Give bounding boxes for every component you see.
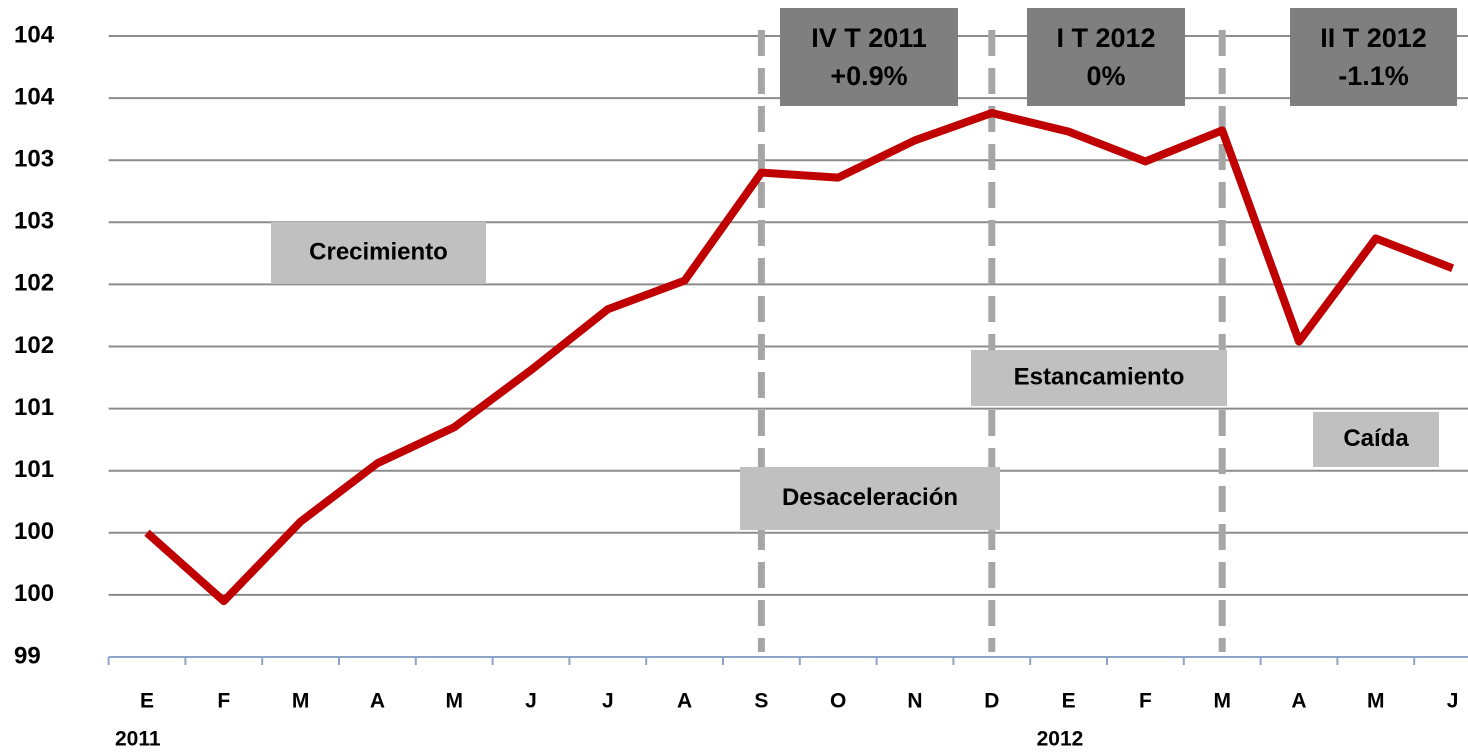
x-tick-label: D (984, 690, 999, 713)
data-line (144, 109, 1455, 606)
phase-box (1313, 412, 1439, 467)
quarter-period: IV T 2011 (811, 23, 927, 53)
x-tick-label: A (370, 690, 385, 713)
y-tick-label: 104 (14, 83, 55, 110)
y-tick-label: 103 (14, 208, 54, 235)
year-label: 2012 (1037, 728, 1084, 751)
y-tick-label: 101 (14, 456, 54, 483)
x-tick-label: S (754, 690, 768, 713)
x-tick-label: E (1062, 690, 1076, 713)
x-tick-label: O (830, 690, 846, 713)
quarter-box (1027, 8, 1185, 106)
quarter-box (780, 8, 958, 106)
y-tick-label: 104 (14, 21, 55, 48)
x-tick-label: A (677, 690, 692, 713)
x-tick-label: M (445, 690, 463, 713)
y-tick-label: 100 (14, 580, 54, 607)
phase-box (740, 467, 1000, 530)
quarter-period: II T 2012 (1320, 23, 1427, 53)
quarter-period: I T 2012 (1056, 23, 1155, 53)
x-tick-label: M (1213, 690, 1231, 713)
quarter-change: -1.1% (1338, 61, 1409, 91)
x-tick-label: F (1139, 690, 1152, 713)
quarter-change: +0.9% (830, 61, 907, 91)
year-label: 2011 (115, 728, 161, 751)
y-tick-label: 99 (14, 642, 41, 669)
x-tick-label: M (1367, 690, 1385, 713)
x-tick-label: M (292, 690, 310, 713)
x-tick-label: J (1447, 690, 1459, 713)
y-tick-label: 101 (14, 394, 54, 421)
phase-label: Estancamiento (1014, 363, 1185, 390)
x-tick-label: A (1291, 690, 1306, 713)
y-tick-label: 103 (14, 146, 54, 173)
phase-box (971, 350, 1227, 406)
quarter-box (1290, 8, 1457, 106)
y-tick-label: 102 (14, 332, 54, 359)
y-tick-label: 100 (14, 518, 54, 545)
phase-label: Crecimiento (309, 238, 448, 265)
x-tick-label: N (907, 690, 922, 713)
quarter-change: 0% (1086, 61, 1125, 91)
x-tick-label: J (602, 690, 614, 713)
phase-box (271, 222, 486, 284)
x-tick-label: F (217, 690, 230, 713)
phase-label: Desaceleración (782, 484, 958, 511)
x-tick-label: E (140, 690, 154, 713)
phase-label: Caída (1343, 425, 1409, 452)
y-tick-label: 102 (14, 270, 54, 297)
x-tick-label: J (525, 690, 537, 713)
